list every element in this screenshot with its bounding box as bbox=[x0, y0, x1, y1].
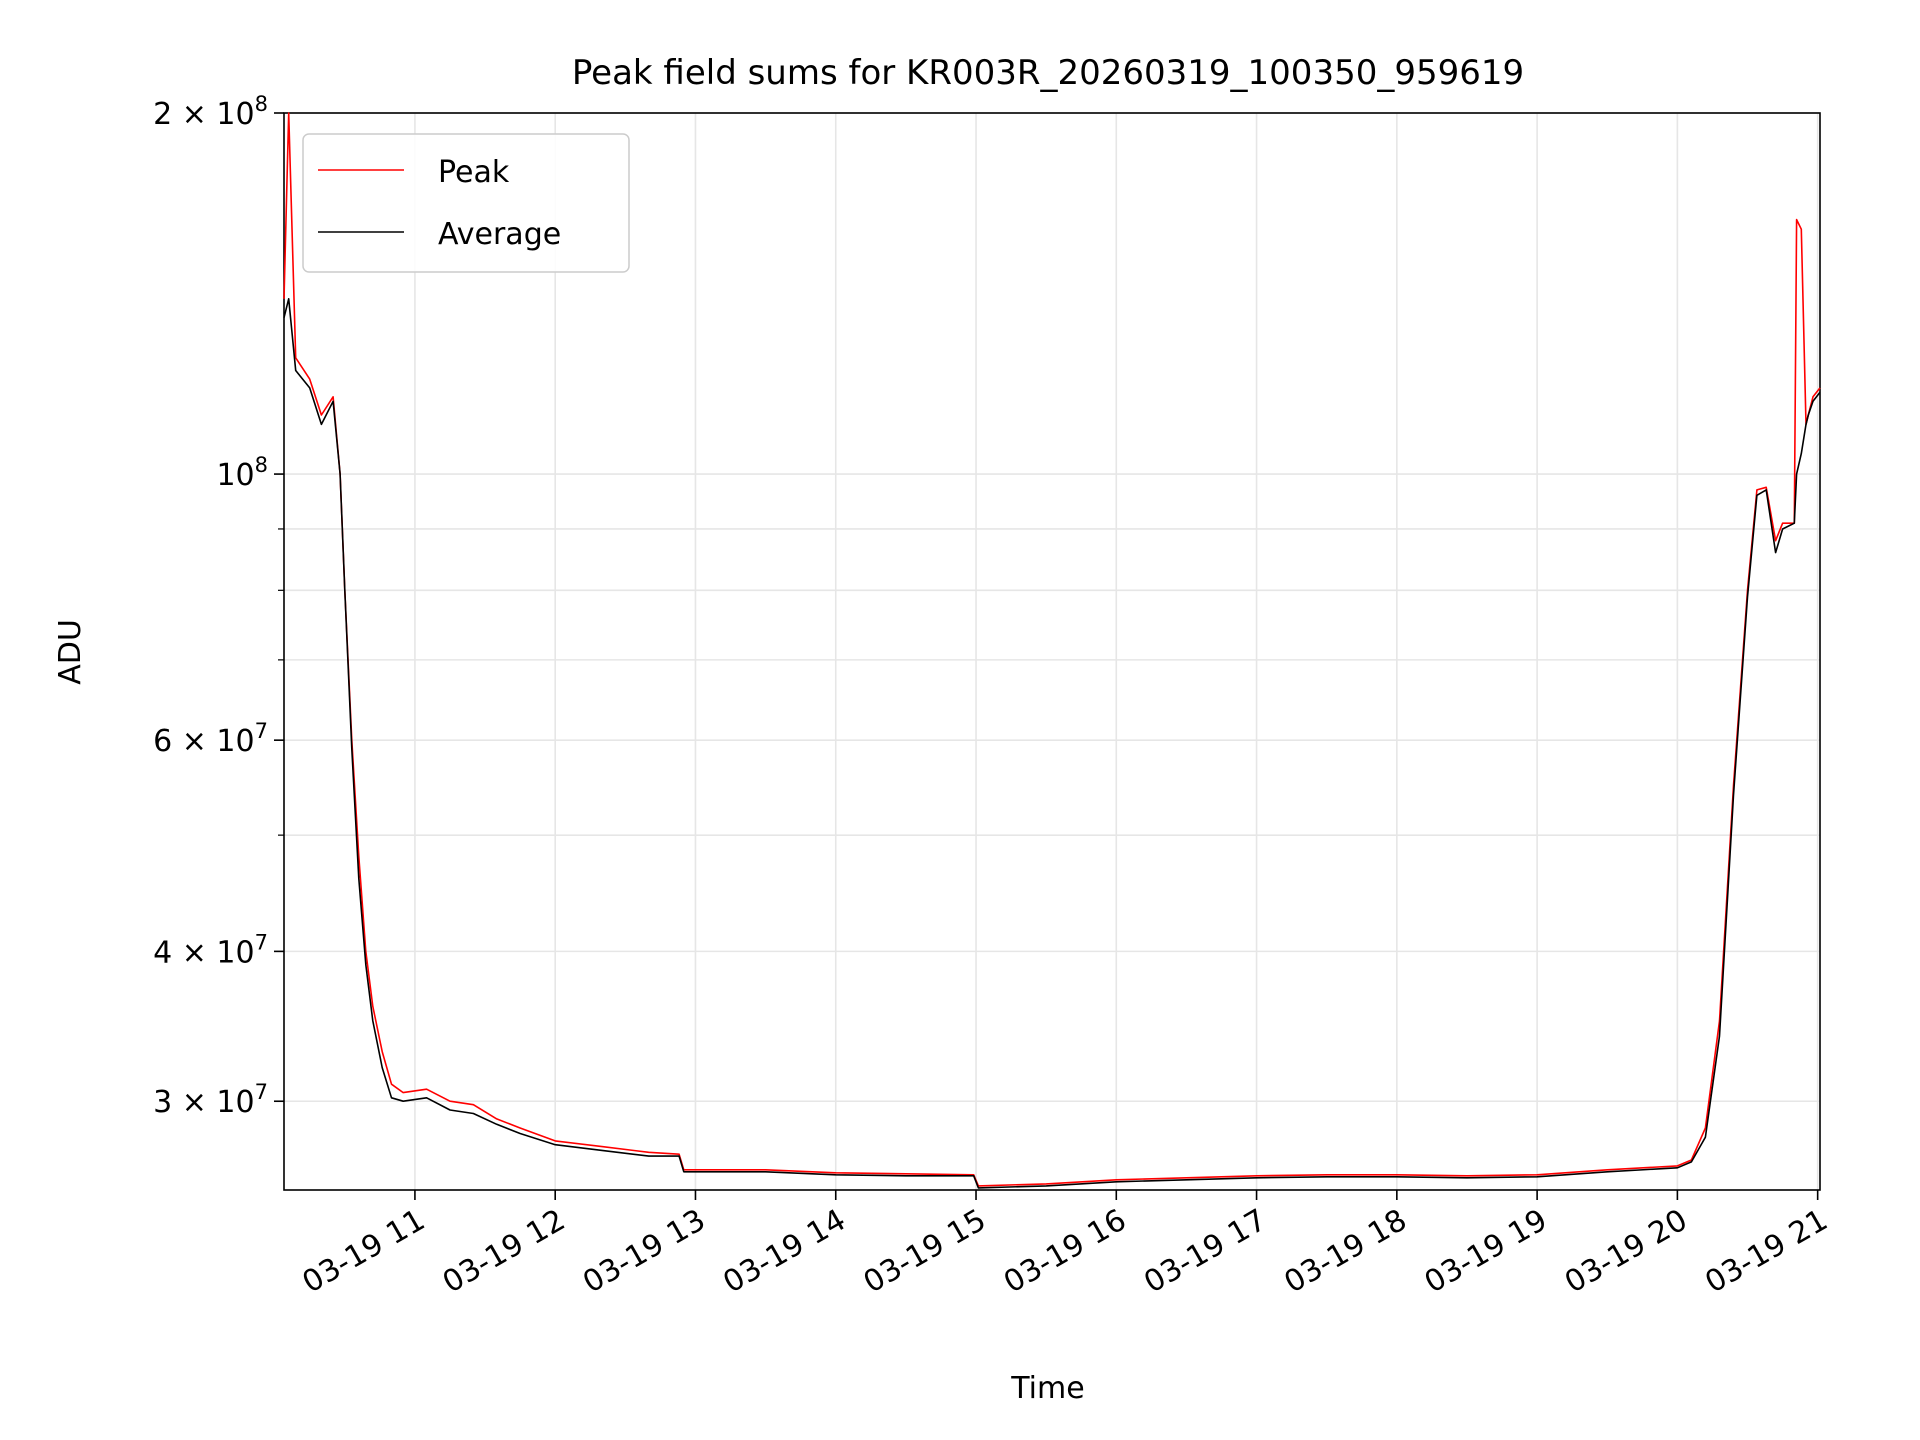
y-axis-label: ADU bbox=[53, 619, 88, 685]
plot-area bbox=[283, 112, 1821, 1191]
x-tick-label: 03-19 13 bbox=[577, 1203, 711, 1301]
x-tick-label: 03-19 14 bbox=[717, 1203, 851, 1301]
y-tick-label: 4 × 107 bbox=[153, 930, 268, 970]
x-tick-label: 03-19 20 bbox=[1559, 1203, 1693, 1301]
series-line-average bbox=[283, 297, 1821, 1189]
x-tick-label: 03-19 21 bbox=[1699, 1203, 1833, 1301]
x-tick-label: 03-19 19 bbox=[1419, 1203, 1553, 1301]
y-tick-label: 108 bbox=[216, 453, 268, 493]
series-layer bbox=[283, 112, 1821, 1189]
x-tick-label: 03-19 12 bbox=[437, 1203, 571, 1301]
grid bbox=[284, 112, 1820, 1190]
legend-box bbox=[302, 133, 630, 273]
y-tick-label: 2 × 108 bbox=[153, 92, 268, 132]
chart-title: Peak field sums for KR003R_20260319_1003… bbox=[572, 53, 1524, 93]
legend-label-peak: Peak bbox=[438, 155, 510, 190]
x-tick-label: 03-19 18 bbox=[1279, 1203, 1413, 1301]
series-line-peak bbox=[283, 112, 1821, 1187]
x-axis-ticks: 03-19 11 03-19 12 03-19 13 03-19 14 03-19 15… bbox=[297, 1190, 1834, 1300]
legend: Peak Average bbox=[302, 133, 630, 273]
x-tick-label: 03-19 11 bbox=[297, 1203, 431, 1301]
x-tick-label: 03-19 15 bbox=[858, 1203, 992, 1301]
x-axis-label: Time bbox=[1010, 1371, 1084, 1406]
y-tick-label: 3 × 107 bbox=[153, 1080, 268, 1120]
y-tick-label: 6 × 107 bbox=[153, 719, 268, 759]
legend-label-average: Average bbox=[438, 217, 561, 252]
x-tick-label: 03-19 16 bbox=[998, 1203, 1132, 1301]
x-tick-label: 03-19 17 bbox=[1138, 1203, 1272, 1301]
y-axis-ticks: 3 × 107 4 × 107 6 × 107 108 2 × 108 bbox=[153, 92, 284, 1120]
